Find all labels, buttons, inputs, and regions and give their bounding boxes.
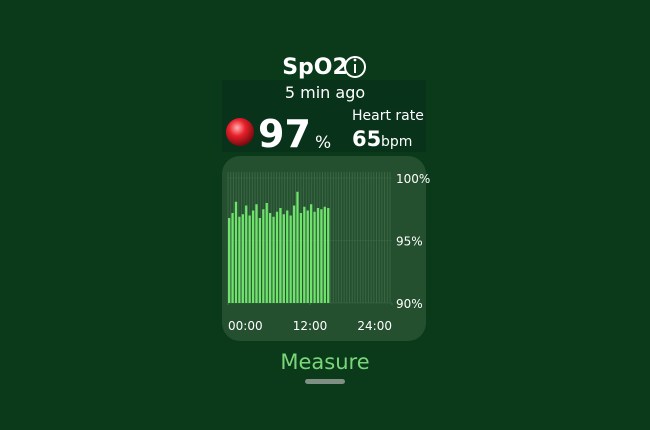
bar: [241, 214, 244, 303]
heart-rate-unit: bpm: [381, 134, 412, 150]
y-tick-label: 95%: [396, 235, 423, 249]
spo2-icon: [226, 118, 254, 146]
scroll-indicator: [305, 379, 345, 384]
y-tick-label: 90%: [396, 297, 423, 311]
bar: [262, 209, 265, 303]
subtitle: 5 min ago: [285, 83, 365, 102]
bar: [303, 206, 306, 303]
spo2-value: 97: [258, 112, 311, 156]
bar: [279, 208, 282, 303]
spo2-unit: %: [315, 133, 331, 153]
bar: [327, 208, 330, 303]
bar: [289, 215, 292, 303]
heart-rate-value: 65: [352, 127, 381, 151]
bar: [238, 216, 241, 303]
bar: [265, 203, 268, 303]
measure-button[interactable]: Measure: [280, 350, 369, 374]
bar: [275, 211, 279, 303]
bar: [310, 204, 313, 303]
bar: [296, 191, 299, 303]
bar: [272, 216, 275, 303]
bar: [292, 205, 296, 303]
bar: [228, 218, 231, 303]
heart-rate-label: Heart rate: [352, 108, 424, 124]
info-dot[interactable]: [353, 58, 357, 62]
bar: [248, 215, 251, 303]
title: SpO2: [282, 55, 348, 80]
bar: [320, 209, 323, 303]
chart: 100% 95% 90% 00:00 12:00 24:00: [227, 172, 430, 333]
bar: [323, 206, 326, 303]
header-band: [222, 80, 426, 152]
bar: [313, 211, 316, 303]
bar: [316, 208, 320, 303]
y-tick-label: 100%: [396, 172, 430, 186]
bar: [286, 210, 289, 303]
bar: [255, 204, 258, 303]
bar: [299, 213, 303, 303]
bar: [231, 213, 234, 303]
bar: [234, 201, 238, 303]
bar: [251, 210, 255, 303]
bar: [245, 205, 248, 303]
bar: [306, 210, 309, 303]
bar: [282, 214, 285, 303]
bar: [258, 218, 262, 303]
info-circle[interactable]: [344, 56, 366, 78]
x-tick-label: 24:00: [357, 319, 392, 333]
bar: [269, 213, 272, 303]
x-tick-label: 00:00: [228, 319, 263, 333]
x-tick-label: 12:00: [293, 319, 328, 333]
info-icon[interactable]: [344, 56, 366, 78]
